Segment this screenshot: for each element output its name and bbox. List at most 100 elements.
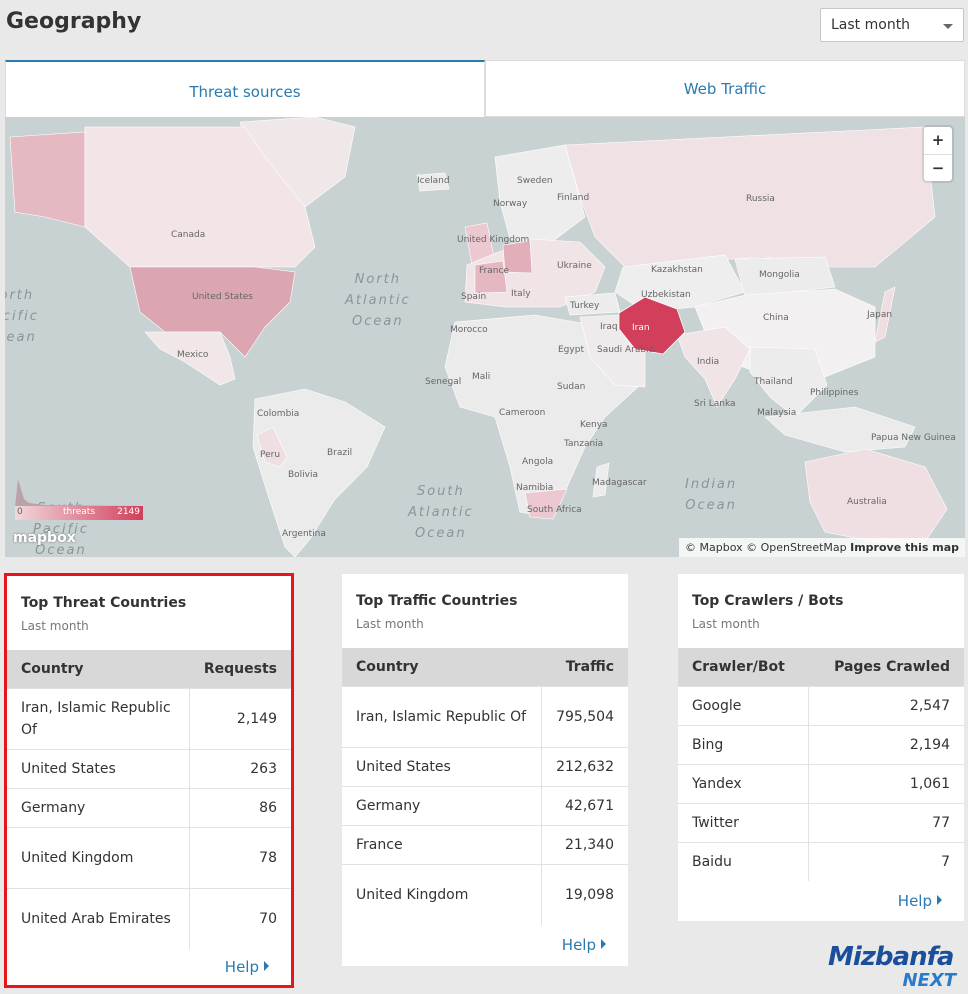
threat-legend: 0 threats 2149 <box>15 469 143 521</box>
zoom-out-button[interactable]: − <box>924 154 952 181</box>
country-label: Madagascar <box>592 478 647 488</box>
column-header-requests[interactable]: Requests <box>189 650 291 688</box>
world-map[interactable]: Canada United States Mexico Colombia Per… <box>5 117 965 557</box>
card-title: Top Crawlers / Bots <box>692 593 844 609</box>
table-header: Crawler/Bot Pages Crawled <box>678 648 964 686</box>
country-label: United Kingdom <box>457 235 530 245</box>
crawler-cell: Twitter <box>678 802 809 842</box>
country-label: Senegal <box>425 377 462 387</box>
table-row: Baidu 7 <box>678 841 964 881</box>
country-label: Mali <box>472 372 491 382</box>
column-header-country[interactable]: Country <box>7 650 190 688</box>
chevron-down-icon <box>943 24 953 29</box>
country-label: Kazakhstan <box>651 265 703 275</box>
legend-color-scale: 0 threats 2149 <box>15 506 143 520</box>
map-attribution: © Mapbox © OpenStreetMap Improve this ma… <box>679 538 965 557</box>
map-land-layer <box>9 117 948 557</box>
country-cell: United Kingdom <box>342 863 542 925</box>
requests-cell: 78 <box>189 826 291 888</box>
country-label: Finland <box>557 193 590 203</box>
country-label: Iran <box>632 323 650 333</box>
table-row: Twitter 77 <box>678 802 964 842</box>
country-label: Turkey <box>570 301 600 311</box>
column-header-pages-crawled[interactable]: Pages Crawled <box>808 648 964 686</box>
caret-right-icon <box>937 895 942 905</box>
table-row: Google 2,547 <box>678 685 964 725</box>
country-label: Tanzania <box>564 439 604 449</box>
table-row: Germany 86 <box>7 787 291 827</box>
crawler-cell: Baidu <box>678 841 809 881</box>
country-label: Russia <box>746 194 775 204</box>
tab-web-traffic[interactable]: Web Traffic <box>485 60 965 117</box>
caret-right-icon <box>601 939 606 949</box>
country-label: France <box>479 266 509 276</box>
improve-map-link[interactable]: Improve this map <box>850 541 959 554</box>
column-header-country[interactable]: Country <box>342 648 542 686</box>
country-label: Bolivia <box>288 470 319 480</box>
country-label: United States <box>192 292 253 302</box>
country-label: Morocco <box>450 325 488 335</box>
country-label: Mexico <box>177 350 209 360</box>
traffic-cell: 42,671 <box>540 785 628 825</box>
requests-cell: 70 <box>189 887 291 949</box>
country-label: Papua New Guinea <box>871 433 956 443</box>
country-label: Colombia <box>257 409 300 419</box>
caret-right-icon <box>264 961 269 971</box>
card-subtitle: Last month <box>692 617 760 631</box>
help-label: Help <box>897 892 932 910</box>
legend-histogram <box>15 479 143 507</box>
column-header-traffic[interactable]: Traffic <box>541 648 628 686</box>
traffic-cell: 19,098 <box>540 863 628 925</box>
traffic-cell: 21,340 <box>540 824 628 864</box>
country-label: Malaysia <box>757 408 797 418</box>
column-header-crawler[interactable]: Crawler/Bot <box>678 648 809 686</box>
country-label: Saudi Arabia <box>597 345 655 355</box>
date-range-select[interactable]: Last month <box>820 8 964 42</box>
country-label: Thailand <box>754 377 793 387</box>
crawlers-table: Crawler/Bot Pages Crawled Google 2,547 B… <box>678 648 964 881</box>
requests-cell: 263 <box>189 748 291 788</box>
help-link[interactable]: Help <box>225 958 269 976</box>
country-label: South Africa <box>527 505 582 515</box>
mapbox-logo[interactable]: mapbox <box>13 530 76 546</box>
country-label: Iceland <box>417 176 450 186</box>
pages-cell: 2,194 <box>808 724 964 764</box>
country-label: Philippines <box>810 388 859 398</box>
ocean-label: North Pacific Ocean <box>5 288 39 345</box>
table-header: Country Requests <box>7 650 291 688</box>
help-link[interactable]: Help <box>898 892 942 910</box>
brand-sub: NEXT <box>902 970 956 991</box>
country-label: Ukraine <box>557 261 592 271</box>
country-label: Sri Lanka <box>694 399 736 409</box>
attribution-text[interactable]: © Mapbox © OpenStreetMap <box>685 541 847 554</box>
country-cell: Germany <box>342 785 542 825</box>
tab-threat-sources[interactable]: Threat sources <box>5 60 485 117</box>
card-subtitle: Last month <box>356 617 424 631</box>
country-label: Egypt <box>558 345 584 355</box>
zoom-in-button[interactable]: + <box>931 131 945 149</box>
legend-min: 0 <box>17 507 23 517</box>
country-cell: Germany <box>7 787 190 827</box>
country-label: Canada <box>171 230 206 240</box>
country-label: Kenya <box>580 420 608 430</box>
crawler-cell: Bing <box>678 724 809 764</box>
card-title: Top Traffic Countries <box>356 593 518 609</box>
card-title: Top Threat Countries <box>21 595 187 611</box>
country-label: Norway <box>493 199 528 209</box>
help-label: Help <box>224 958 259 976</box>
highlight-box <box>4 573 294 988</box>
help-link[interactable]: Help <box>562 936 606 954</box>
pages-cell: 1,061 <box>808 763 964 803</box>
table-row: Iran, Islamic Republic Of 795,504 <box>342 685 628 747</box>
country-cell: Iran, Islamic Republic Of <box>342 685 542 747</box>
country-cell: United Kingdom <box>7 826 190 888</box>
brand-logo: Mizbanfa NEXT <box>828 942 960 994</box>
table-row: United States 263 <box>7 748 291 788</box>
table-row: Yandex 1,061 <box>678 763 964 803</box>
threat-table: Country Requests Iran, Islamic Republic … <box>7 650 291 949</box>
card-subtitle: Last month <box>21 619 89 633</box>
country-label: Peru <box>260 450 281 460</box>
requests-cell: 86 <box>189 787 291 827</box>
zoom-control: + − <box>924 127 952 181</box>
pages-cell: 2,547 <box>808 685 964 725</box>
